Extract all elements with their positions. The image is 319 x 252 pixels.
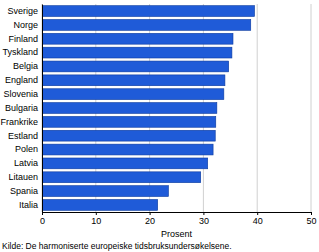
y-tick: England [5,75,42,85]
x-tick-mark [257,212,258,215]
chart-container: Sverige Norge Finland Tyskland Belgia England… [0,0,319,252]
y-tick-label: Frankrike [0,117,38,127]
x-tick: 20 [145,212,155,226]
x-axis-line [43,212,312,213]
source-note: Kilde: De harmoniserte europeiske tidsbr… [2,241,232,251]
bar [42,144,213,155]
bar [42,61,229,72]
x-axis: 0 10 20 30 40 50 [40,212,317,226]
x-tick-mark [42,212,43,215]
bars [42,6,255,211]
y-tick: Latvia [14,158,42,168]
x-tick: 10 [91,212,101,226]
x-tick: 0 [40,212,45,226]
x-tick-label: 0 [40,216,45,226]
bar [42,75,225,86]
x-tick-label: 30 [199,216,209,226]
y-tick: Sverige [7,6,42,16]
y-tick: Finland [8,34,42,44]
x-tick-mark [96,212,97,215]
y-axis: Sverige Norge Finland Tyskland Belgia England… [0,5,42,213]
bar [42,6,255,17]
bar [42,103,217,114]
y-tick-label: Norge [13,20,38,30]
bar [42,158,208,169]
x-tick-label: 50 [306,216,316,226]
bar [42,20,251,31]
x-tick-label: 20 [145,216,155,226]
bar [42,200,158,211]
y-tick-label: England [5,75,38,85]
y-tick-label: Estland [8,131,38,141]
y-tick: Belgia [13,61,42,71]
bar [42,47,232,58]
y-tick: Polen [15,144,42,154]
x-tick-mark [150,212,151,215]
x-tick-mark [311,212,312,215]
grid-line [257,4,258,212]
grid [42,4,311,212]
y-tick: Tyskland [2,47,42,57]
y-tick-label: Sverige [7,6,38,16]
y-tick-label: Spania [10,186,38,196]
y-tick-label: Latvia [14,158,38,168]
grid-line [42,4,43,212]
y-tick-label: Finland [8,34,38,44]
bar [42,186,168,197]
grid-line [311,4,312,212]
x-tick: 50 [306,212,316,226]
chart-svg: Sverige Norge Finland Tyskland Belgia England… [0,0,319,252]
y-tick: Frankrike [0,117,42,127]
y-tick: Norge [13,20,42,30]
x-axis-title: Prosent [161,229,193,239]
bar [42,33,233,44]
y-tick: Spania [10,186,42,196]
x-tick: 40 [253,212,263,226]
y-tick: Litauen [8,172,42,182]
bar [42,116,216,127]
x-tick-label: 10 [91,216,101,226]
y-tick: Bulgaria [5,103,42,113]
bar [42,130,215,141]
y-tick-label: Italia [19,200,38,210]
y-tick-label: Slovenia [3,89,38,99]
y-tick-label: Litauen [8,172,38,182]
y-tick-label: Bulgaria [5,103,38,113]
x-tick-label: 40 [253,216,263,226]
bar [42,172,201,183]
plot: Sverige Norge Finland Tyskland Belgia England… [0,4,316,226]
y-tick-label: Belgia [13,61,38,71]
bar [42,89,224,100]
y-tick-label: Tyskland [2,47,38,57]
y-tick: Slovenia [3,89,42,99]
y-tick: Italia [19,200,42,210]
x-tick-mark [203,212,204,215]
y-axis-line [42,5,43,213]
x-tick: 30 [199,212,209,226]
y-tick: Estland [8,131,42,141]
y-tick-label: Polen [15,144,38,154]
